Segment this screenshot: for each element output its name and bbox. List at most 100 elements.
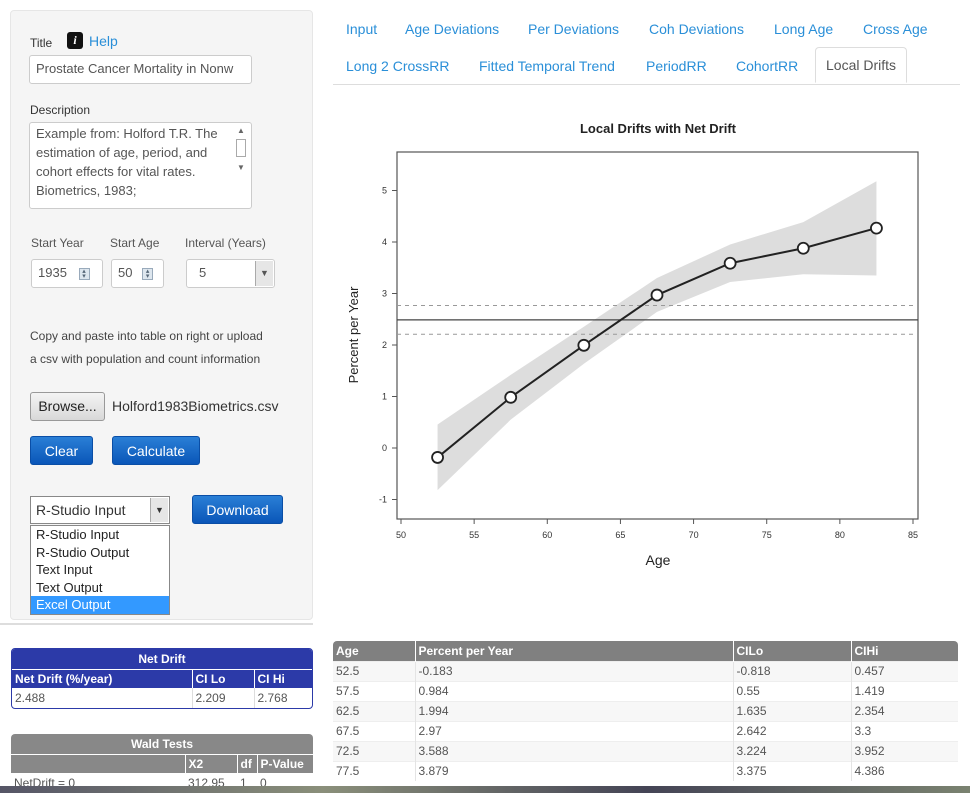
start-year-stepper[interactable]: 1935 ▴ ▾	[31, 259, 103, 288]
local-drifts-chart: Local Drifts with Net Drift Age Percent …	[346, 121, 919, 568]
header-cilo: CILo	[732, 641, 851, 661]
start-age-label: Start Age	[110, 236, 160, 250]
upload-help-text-2: a csv with population and count informat…	[30, 352, 261, 366]
tab-long-age[interactable]: Long Age	[774, 21, 834, 37]
title-label: Title	[30, 36, 53, 50]
y-tick-label: 5	[382, 186, 387, 196]
title-input[interactable]: Prostate Cancer Mortality in Nonw	[29, 55, 252, 84]
table-cell: 57.5	[333, 680, 415, 701]
chevron-down-icon[interactable]: ▼	[150, 498, 168, 522]
spinner-icon[interactable]: ▴ ▾	[142, 267, 154, 280]
table-row: 62.5 1.994 1.635 2.354	[333, 700, 958, 721]
table-cell: 0.984	[414, 680, 733, 701]
header-percent-per-year: Percent per Year	[414, 641, 733, 661]
table-cell: 2.97	[414, 720, 733, 741]
header-age: Age	[333, 641, 415, 661]
tab-long-2-crossrr[interactable]: Long 2 CrossRR	[346, 58, 450, 74]
table-cell: 3.224	[732, 740, 851, 761]
option-text-input[interactable]: Text Input	[36, 562, 93, 577]
tabs-underline	[333, 84, 960, 85]
description-textarea[interactable]: Example from: Holford T.R. The estimatio…	[29, 122, 252, 209]
tab-per-deviations[interactable]: Per Deviations	[528, 21, 620, 37]
tab-cohortrr[interactable]: CohortRR	[736, 58, 799, 74]
table-row: 52.5 -0.183 -0.818 0.457	[333, 660, 958, 681]
spinner-icon[interactable]: ▴ ▾	[78, 267, 90, 280]
tab-input[interactable]: Input	[346, 21, 378, 37]
tab-local-drifts[interactable]: Local Drifts	[815, 47, 908, 83]
table-row: 67.5 2.97 2.642 3.3	[333, 720, 958, 741]
download-button[interactable]: Download	[192, 495, 283, 524]
upload-help-text-1: Copy and paste into table on right or up…	[30, 329, 263, 343]
info-icon[interactable]: i	[67, 32, 83, 49]
table-cell: 67.5	[333, 720, 415, 741]
x-tick-label: 70	[689, 530, 699, 540]
table-cell: 77.5	[333, 760, 415, 781]
interval-value: 5	[199, 265, 207, 280]
start-year-label: Start Year	[31, 236, 84, 250]
table-cell: 0.55	[732, 680, 851, 701]
option-text-output[interactable]: Text Output	[36, 579, 103, 595]
y-tick-label: 4	[382, 237, 387, 247]
wald-tests-table: Wald Tests X2 df P-Value NetDrift = 0 312.9…	[11, 734, 313, 793]
start-age-stepper[interactable]: 50 ▴ ▾	[111, 259, 164, 288]
confidence-band	[437, 181, 877, 491]
description-label: Description	[30, 103, 91, 117]
header-cihi: CIHi	[850, 641, 958, 661]
table-cell: 2.642	[732, 720, 851, 741]
table-cell: 2.354	[850, 700, 958, 721]
plot-frame	[396, 151, 919, 520]
tab-cross-age[interactable]: Cross Age	[863, 21, 928, 37]
table-cell: -0.183	[414, 660, 733, 681]
description-scrollbar[interactable]: ▲ ▼	[236, 126, 246, 172]
table-row: 57.5 0.984 0.55 1.419	[333, 680, 958, 701]
table-cell: 1.419	[850, 680, 958, 701]
tab-periodrr[interactable]: PeriodRR	[646, 58, 707, 74]
y-tick-label: 0	[382, 443, 387, 453]
chevron-down-icon[interactable]: ▼	[255, 261, 273, 286]
header-net-drift: Net Drift (%/year)	[12, 669, 192, 688]
data-point	[870, 221, 883, 235]
clear-button[interactable]: Clear	[30, 436, 93, 465]
y-axis-label: Percent per Year	[346, 286, 361, 384]
table-cell: 1.635	[732, 700, 851, 721]
data-point	[796, 241, 810, 255]
x-tick-label: 50	[396, 530, 406, 540]
wald-df: 1	[240, 776, 247, 790]
table-cell: 3.3	[850, 720, 958, 741]
chart-title: Local Drifts with Net Drift	[580, 121, 737, 136]
option-r-studio-input[interactable]: R-Studio Input	[36, 527, 120, 542]
net-drift-value: 2.488	[15, 691, 46, 705]
header-p-value: P-Value	[256, 754, 313, 773]
table-cell: 1.994	[414, 700, 733, 721]
table-cell: 3.588	[414, 740, 733, 761]
net-drift-table: Net Drift Net Drift (%/year) CI Lo CI Hi 2…	[11, 648, 313, 709]
desktop-taskbar-edge	[0, 786, 970, 793]
x-tick-label: 65	[615, 530, 625, 540]
data-point	[723, 256, 737, 270]
header-ci-lo: CI Lo	[191, 669, 254, 688]
table-row: 77.5 3.879 3.375 4.386	[333, 760, 958, 781]
download-format-options: R-Studio Input R-Studio Output Text Inpu…	[30, 525, 170, 615]
y-tick-label: 3	[382, 289, 387, 299]
tab-age-deviations[interactable]: Age Deviations	[405, 21, 500, 37]
data-point	[504, 390, 518, 404]
table-cell: 3.952	[850, 740, 958, 761]
download-format-select[interactable]: R-Studio Input ▼	[30, 496, 170, 524]
option-excel-output[interactable]: Excel Output	[31, 596, 169, 614]
interval-select[interactable]: 5 ▼	[186, 259, 275, 288]
tab-coh-deviations[interactable]: Coh Deviations	[649, 21, 744, 37]
calculate-button[interactable]: Calculate	[112, 436, 200, 465]
option-r-studio-output[interactable]: R-Studio Output	[36, 544, 130, 560]
ci-hi-value: 2.768	[253, 688, 312, 708]
start-age-value: 50	[118, 265, 133, 280]
divider	[0, 623, 313, 625]
x-axis-label: Age	[646, 552, 671, 568]
table-cell: 3.879	[414, 760, 733, 781]
browse-button[interactable]: Browse...	[30, 392, 105, 421]
header-x2: X2	[184, 754, 237, 773]
ci-lo-value: 2.209	[191, 688, 254, 708]
tab-fitted-temporal-trend[interactable]: Fitted Temporal Trend	[479, 58, 615, 74]
y-tick-label: 1	[382, 392, 387, 402]
help-link[interactable]: Help	[89, 33, 118, 49]
y-tick-label: 2	[382, 340, 387, 350]
